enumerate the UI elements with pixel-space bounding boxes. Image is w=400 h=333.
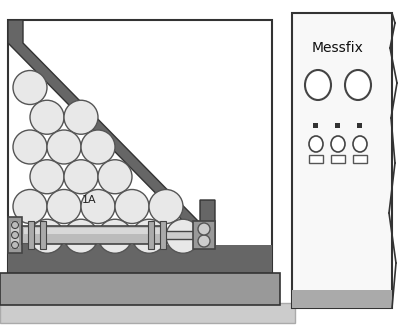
Bar [11,222,19,248]
Bar [160,221,166,249]
Circle shape [47,189,81,223]
Bar [313,123,318,128]
Circle shape [81,130,115,164]
Circle shape [98,219,132,253]
Bar [165,231,195,239]
Bar [353,155,367,163]
Ellipse shape [309,136,323,152]
Bar [24,228,163,234]
Circle shape [47,130,81,164]
Circle shape [13,130,47,164]
Text: Messfix: Messfix [312,41,364,55]
Circle shape [149,189,183,223]
Circle shape [64,160,98,194]
Bar [292,13,392,308]
Bar [148,221,154,249]
Bar [331,155,345,163]
Circle shape [64,219,98,253]
Circle shape [13,71,47,105]
Ellipse shape [345,70,371,100]
Circle shape [198,235,210,247]
Circle shape [132,219,166,253]
Text: 1A: 1A [82,195,97,205]
Bar [8,20,272,275]
Bar [0,303,295,323]
Bar [292,290,392,308]
Circle shape [13,189,47,223]
Bar [0,273,280,305]
Ellipse shape [353,136,367,152]
Bar [309,155,323,163]
Circle shape [166,219,200,253]
Polygon shape [8,20,215,245]
Bar [8,245,272,275]
Ellipse shape [331,136,345,152]
Circle shape [30,219,64,253]
Bar [8,217,22,253]
Bar [357,123,362,128]
Circle shape [30,160,64,194]
Circle shape [198,223,210,235]
Ellipse shape [305,70,331,100]
Circle shape [12,241,18,248]
Bar [335,123,340,128]
Bar [22,226,165,244]
Bar [28,221,34,249]
Bar [193,221,215,249]
Circle shape [64,100,98,134]
Circle shape [12,221,18,228]
Circle shape [115,189,149,223]
Bar [40,221,46,249]
Circle shape [81,189,115,223]
Circle shape [98,160,132,194]
Circle shape [30,100,64,134]
Circle shape [12,231,18,238]
